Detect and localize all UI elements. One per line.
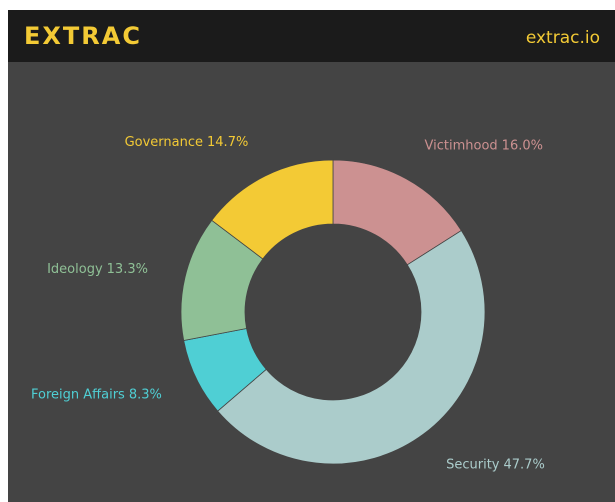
slice-name: Victimhood <box>425 138 498 153</box>
donut-slice <box>217 230 486 465</box>
slice-label: Victimhood 16.0% <box>425 138 543 153</box>
site-link[interactable]: extrac.io <box>526 28 600 48</box>
donut-chart: Victimhood 16.0% Security 47.7% Foreign Affa… <box>31 134 545 472</box>
slice-value: 16.0% <box>502 138 543 153</box>
donut-slice <box>211 159 334 260</box>
slice-label: Ideology 13.3% <box>47 261 148 276</box>
slice-name: Governance <box>125 134 203 149</box>
slice-value: 47.7% <box>504 457 545 472</box>
slice-name: Security <box>446 457 500 472</box>
slice-value: 13.3% <box>107 261 148 276</box>
logo: EXTRAC <box>24 22 142 50</box>
slice-name: Ideology <box>47 261 103 276</box>
slice-value: 8.3% <box>129 387 162 402</box>
header-bar <box>8 10 615 62</box>
slice-label: Governance 14.7% <box>125 134 249 149</box>
slice-label: Foreign Affairs 8.3% <box>31 387 162 402</box>
slice-name: Foreign Affairs <box>31 387 125 402</box>
slice-label: Security 47.7% <box>446 457 545 472</box>
slice-value: 14.7% <box>207 134 248 149</box>
